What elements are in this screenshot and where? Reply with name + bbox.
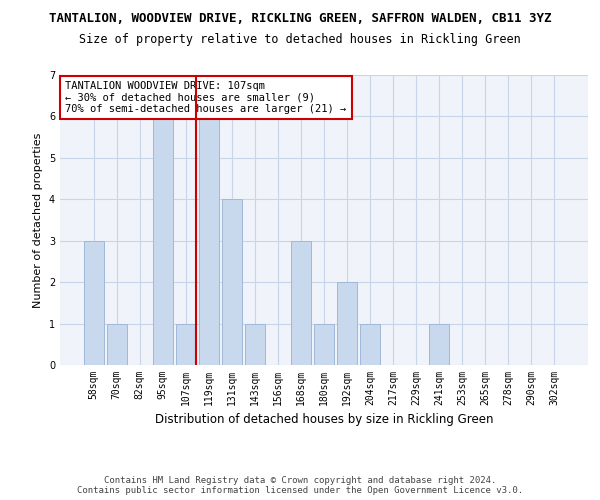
Bar [153,116,173,365]
Bar [107,324,127,365]
Y-axis label: Number of detached properties: Number of detached properties [34,132,43,308]
Bar [222,200,242,365]
Text: Contains HM Land Registry data © Crown copyright and database right 2024.
Contai: Contains HM Land Registry data © Crown c… [77,476,523,495]
Bar [430,324,449,365]
Bar [291,240,311,365]
Bar [360,324,380,365]
Bar [176,324,196,365]
X-axis label: Distribution of detached houses by size in Rickling Green: Distribution of detached houses by size … [155,414,493,426]
Text: Size of property relative to detached houses in Rickling Green: Size of property relative to detached ho… [79,32,521,46]
Text: TANTALION WOODVIEW DRIVE: 107sqm
← 30% of detached houses are smaller (9)
70% of: TANTALION WOODVIEW DRIVE: 107sqm ← 30% o… [65,81,347,114]
Bar [84,240,104,365]
Bar [337,282,357,365]
Text: TANTALION, WOODVIEW DRIVE, RICKLING GREEN, SAFFRON WALDEN, CB11 3YZ: TANTALION, WOODVIEW DRIVE, RICKLING GREE… [49,12,551,26]
Bar [314,324,334,365]
Bar [199,116,218,365]
Bar [245,324,265,365]
